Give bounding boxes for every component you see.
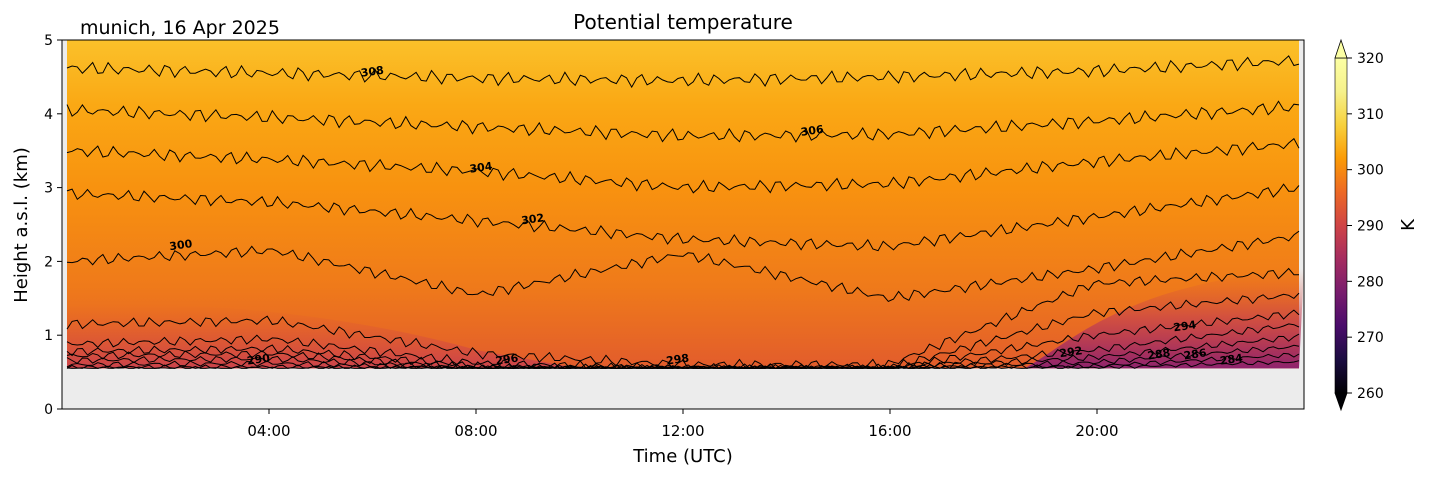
contour-label-290: 290 [246,351,271,367]
x-tick-label: 12:00 [661,422,704,440]
contour-302 [66,183,1300,252]
contour-label-300: 300 [169,237,194,253]
x-tick-label: 08:00 [454,422,497,440]
contour-label-296: 296 [495,351,520,367]
contour-300 [66,230,1300,303]
y-axis-ticks: 0 1 2 3 4 5 [44,33,62,418]
x-tick-label: 16:00 [868,422,911,440]
colorbar-gradient [1334,57,1348,394]
colorbar-tick-label: 270 [1357,330,1384,346]
colorbar-ticks: 260 270 280 290 300 310 320 [1347,51,1384,402]
colorbar-tick-label: 290 [1357,219,1384,235]
contour-label-284: 284 [1219,351,1244,367]
contour-label-292: 292 [1059,344,1084,360]
colorbar-tick-label: 280 [1357,274,1384,290]
colorbar-label: K [1398,218,1419,231]
chart-title: Potential temperature [573,10,793,34]
y-tick-label: 3 [44,181,53,197]
colorbar-tick-label: 320 [1357,51,1384,67]
y-tick-label: 2 [44,254,53,270]
cold-pool-morning [67,304,580,369]
contour-label-288: 288 [1147,346,1172,362]
contour-284 [66,360,1300,369]
y-tick-label: 1 [44,328,53,344]
contour-label-302: 302 [520,211,545,227]
temperature-field [67,40,1304,369]
contour-298 [66,267,1299,370]
y-tick-label: 4 [44,107,53,123]
y-axis-label: Height a.s.l. (km) [11,147,32,303]
x-axis-ticks: 04:00 08:00 12:00 16:00 20:00 [247,409,1119,440]
contour-label-306: 306 [800,123,825,139]
contour-label-294: 294 [1172,318,1197,334]
contour-306 [66,100,1300,143]
contour-lines [66,55,1300,370]
contour-label-308: 308 [360,64,385,80]
colorbar-tick-label: 300 [1357,163,1384,179]
colorbar-extend-max [1334,38,1348,59]
contour-label-304: 304 [469,160,494,176]
colorbar-extend-min [1334,392,1348,412]
colorbar: 260 270 280 290 300 310 320 K [1334,38,1419,412]
location-date-label: munich, 16 Apr 2025 [80,17,280,39]
y-tick-label: 5 [44,33,53,49]
x-tick-label: 04:00 [247,422,290,440]
contour-label-286: 286 [1183,346,1208,362]
x-tick-label: 20:00 [1075,422,1118,440]
colorbar-tick-label: 310 [1357,107,1384,123]
y-tick-label: 0 [44,402,53,418]
cold-pool-evening [1024,268,1304,369]
contour-label-298: 298 [665,352,690,368]
contour-304 [66,137,1300,194]
x-axis-label: Time (UTC) [632,446,733,467]
contour-308 [66,55,1300,89]
colorbar-tick-label: 260 [1357,386,1384,402]
